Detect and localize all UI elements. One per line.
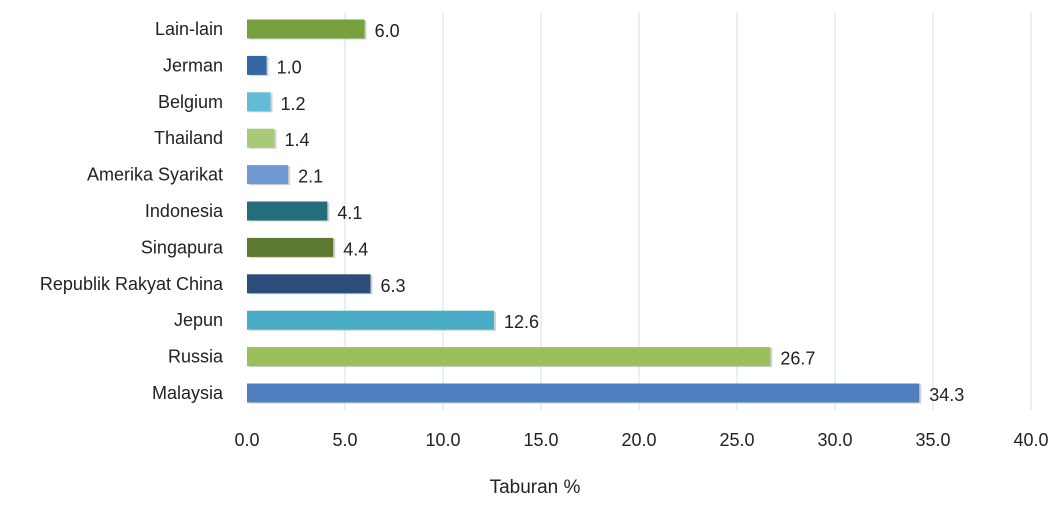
x-tick-label: 10.0 xyxy=(425,430,460,450)
x-tick-label: 25.0 xyxy=(719,430,754,450)
category-label: Jepun xyxy=(174,310,223,330)
x-tick-label: 5.0 xyxy=(332,430,357,450)
category-label: Amerika Syarikat xyxy=(87,165,223,185)
value-label: 1.0 xyxy=(277,57,302,77)
category-label: Indonesia xyxy=(145,201,224,221)
category-labels: Lain-lain Jerman Belgium Thailand Amerika Sy… xyxy=(40,19,224,403)
bar xyxy=(247,310,494,330)
category-label: Jerman xyxy=(163,55,223,75)
category-label: Thailand xyxy=(154,128,223,148)
gridlines xyxy=(344,12,1032,410)
value-label: 2.1 xyxy=(298,167,323,187)
x-tick-label: 40.0 xyxy=(1013,430,1048,450)
value-label: 1.2 xyxy=(281,94,306,114)
category-label: Russia xyxy=(168,347,224,367)
bar xyxy=(247,128,275,148)
value-labels: 6.0 1.0 1.2 1.4 2.1 4.1 4.4 6.3 12.6 26.7 34.3 xyxy=(277,21,965,405)
bar xyxy=(247,19,365,39)
x-tick-label: 0.0 xyxy=(234,430,259,450)
bar xyxy=(247,165,289,185)
value-label: 4.4 xyxy=(343,239,368,259)
bars xyxy=(247,19,922,404)
bar xyxy=(247,201,328,221)
bar xyxy=(247,383,920,403)
value-label: 6.3 xyxy=(380,276,405,296)
category-label: Republik Rakyat China xyxy=(40,274,224,294)
bar xyxy=(247,92,271,112)
bar xyxy=(247,347,771,367)
value-label: 6.0 xyxy=(375,21,400,41)
x-axis-title: Taburan % xyxy=(490,477,581,498)
value-label: 12.6 xyxy=(504,312,539,332)
value-label: 26.7 xyxy=(780,349,815,369)
x-tick-labels: 0.0 5.0 10.0 15.0 20.0 25.0 30.0 35.0 40.0 xyxy=(234,430,1048,450)
x-tick-label: 15.0 xyxy=(523,430,558,450)
category-label: Malaysia xyxy=(152,383,224,403)
x-tick-label: 20.0 xyxy=(621,430,656,450)
bar xyxy=(247,274,371,294)
value-label: 34.3 xyxy=(929,385,964,405)
category-label: Lain-lain xyxy=(155,19,223,39)
value-label: 4.1 xyxy=(337,203,362,223)
x-tick-label: 35.0 xyxy=(915,430,950,450)
x-tick-label: 30.0 xyxy=(817,430,852,450)
bar xyxy=(247,237,334,257)
category-label: Singapura xyxy=(141,237,224,257)
bar xyxy=(247,55,267,75)
value-label: 1.4 xyxy=(284,130,309,150)
category-label: Belgium xyxy=(158,92,223,112)
